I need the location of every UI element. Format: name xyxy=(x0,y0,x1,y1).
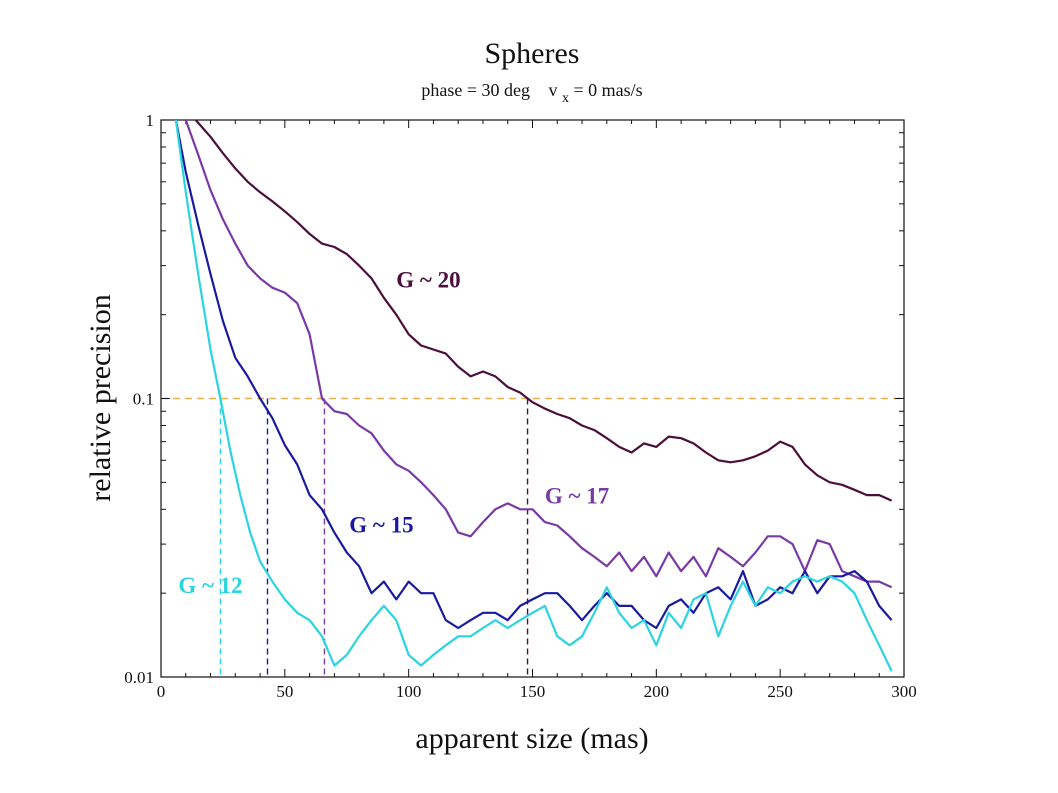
subtitle-suffix: = 0 mas/s xyxy=(573,80,642,100)
series-line xyxy=(194,119,893,502)
plot-area: 0 50 100 150 200 250 300 0.01 0.1 1 G ~ 20 G ~ 17… xyxy=(124,111,917,701)
subtitle-sub: x xyxy=(562,91,569,106)
series-line xyxy=(174,119,893,630)
series-label: G ~ 17 xyxy=(545,483,609,508)
x-tick-label: 0 xyxy=(157,682,166,701)
y-axis-label: relative precision xyxy=(84,294,117,501)
series-label: G ~ 12 xyxy=(178,573,242,598)
y-tick-label: 0.01 xyxy=(124,668,154,687)
x-tick-label: 150 xyxy=(520,682,546,701)
threshold-lines xyxy=(219,398,529,677)
x-tick-label: 50 xyxy=(276,682,293,701)
x-axis-label: apparent size (mas) xyxy=(415,722,648,755)
x-tick-label: 200 xyxy=(644,682,670,701)
y-tick-label: 1 xyxy=(146,111,155,130)
series-line xyxy=(174,119,893,672)
series-lines xyxy=(174,119,893,672)
series-labels: G ~ 20 G ~ 17 G ~ 15 G ~ 12 xyxy=(178,268,609,598)
x-tick-label: 100 xyxy=(396,682,422,701)
subtitle-prefix: phase = 30 deg xyxy=(421,80,530,100)
series-label: G ~ 15 xyxy=(349,513,413,538)
series-line xyxy=(184,119,893,589)
y-ticks: 0.01 0.1 1 xyxy=(124,111,904,687)
series-label: G ~ 20 xyxy=(396,268,460,293)
subtitle-var: v xyxy=(548,80,557,100)
chart-subtitle: phase = 30 deg v x = 0 mas/s xyxy=(421,80,642,106)
y-tick-label: 0.1 xyxy=(133,390,154,409)
x-tick-label: 300 xyxy=(891,682,917,701)
x-tick-label: 250 xyxy=(767,682,793,701)
chart-title: Spheres xyxy=(485,37,580,70)
x-ticks: 0 50 100 150 200 250 300 xyxy=(157,120,917,701)
